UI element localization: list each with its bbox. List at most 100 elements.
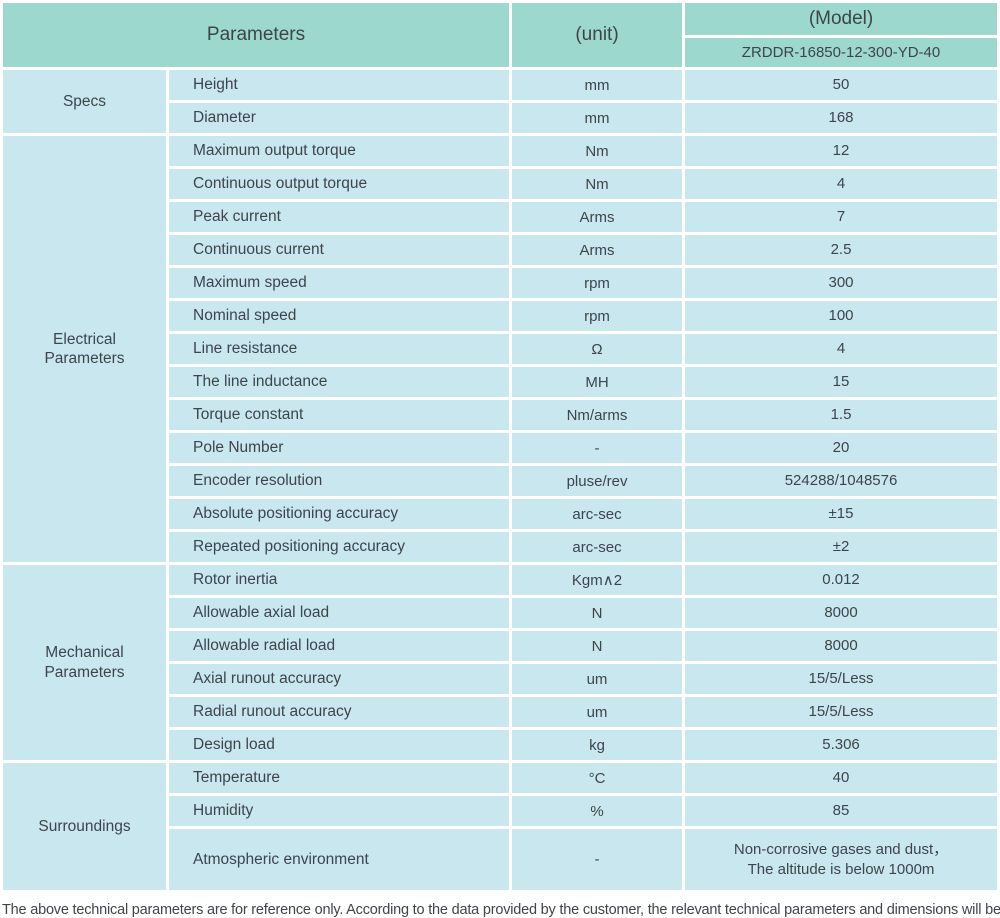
param-cell: Absolute positioning accuracy — [169, 499, 510, 529]
unit-cell: - — [512, 433, 683, 463]
unit-cell: arc-sec — [512, 499, 683, 529]
unit-cell: mm — [512, 70, 683, 100]
param-cell: Atmospheric environment — [169, 829, 510, 890]
value-cell: 15/5/Less — [685, 664, 998, 694]
model-header: (Model) — [685, 3, 998, 35]
value-cell: 1.5 — [685, 400, 998, 430]
value-cell: 0.012 — [685, 565, 998, 595]
unit-cell: mm — [512, 103, 683, 133]
param-cell: Radial runout accuracy — [169, 697, 510, 727]
table-row: Continuous current Arms 2.5 — [3, 235, 998, 265]
footer-note: The above technical parameters are for r… — [2, 902, 1000, 918]
table-row: Allowable axial load N 8000 — [3, 598, 998, 628]
unit-cell: °C — [512, 763, 683, 793]
unit-cell: pluse/rev — [512, 466, 683, 496]
section-cell-specs: Specs — [3, 70, 166, 133]
param-cell: Rotor inertia — [169, 565, 510, 595]
value-cell: 15 — [685, 367, 998, 397]
table-row: Line resistance Ω 4 — [3, 334, 998, 364]
unit-cell: Arms — [512, 235, 683, 265]
value-cell: 168 — [685, 103, 998, 133]
param-cell: Diameter — [169, 103, 510, 133]
param-cell: Pole Number — [169, 433, 510, 463]
unit-cell: - — [512, 829, 683, 890]
value-cell: 50 — [685, 70, 998, 100]
param-cell: Peak current — [169, 202, 510, 232]
value-cell: 100 — [685, 301, 998, 331]
value-cell: 8000 — [685, 598, 998, 628]
value-cell: ±15 — [685, 499, 998, 529]
model-number: ZRDDR-16850-12-300-YD-40 — [685, 38, 998, 67]
table-row: Electrical Parameters Maximum output torq… — [3, 136, 998, 562]
unit-cell: % — [512, 796, 683, 826]
param-cell: Repeated positioning accuracy — [169, 532, 510, 562]
section-cell-surroundings: Surroundings — [3, 763, 166, 890]
param-cell: Humidity — [169, 796, 510, 826]
table-body: Specs Height mm 50 Diameter mm 168 Electrical P… — [3, 70, 998, 890]
unit-cell: N — [512, 598, 683, 628]
parameters-header: Parameters — [3, 3, 510, 67]
param-cell: Continuous output torque — [169, 169, 510, 199]
spec-table: Parameters (unit) (Model) ZRDDR-16850-12… — [3, 3, 998, 890]
unit-cell: Nm — [512, 169, 683, 199]
table-row: Continuous output torque Nm 4 — [3, 169, 998, 199]
param-cell: Maximum output torque — [169, 136, 510, 166]
table-row: Peak current Arms 7 — [3, 202, 998, 232]
table-row: Encoder resolution pluse/rev 524288/104857… — [3, 466, 998, 496]
section-cell-electrical: Electrical Parameters — [3, 136, 166, 562]
table-row: Specs Height mm 50 — [3, 70, 998, 133]
value-cell: 8000 — [685, 631, 998, 661]
table-row: Torque constant Nm/arms 1.5 — [3, 400, 998, 430]
param-cell: Continuous current — [169, 235, 510, 265]
unit-cell: Ω — [512, 334, 683, 364]
value-cell: 85 — [685, 796, 998, 826]
value-cell: 300 — [685, 268, 998, 298]
param-cell: Nominal speed — [169, 301, 510, 331]
param-cell: Axial runout accuracy — [169, 664, 510, 694]
value-cell: 12 — [685, 136, 998, 166]
value-cell: 5.306 — [685, 730, 998, 760]
value-cell: 4 — [685, 334, 998, 364]
unit-cell: um — [512, 664, 683, 694]
unit-cell: MH — [512, 367, 683, 397]
table-row: Pole Number -20 — [3, 433, 998, 463]
header-row-1: Parameters (unit) (Model) — [3, 3, 998, 67]
param-cell: The line inductance — [169, 367, 510, 397]
param-cell: Line resistance — [169, 334, 510, 364]
unit-cell: Nm — [512, 136, 683, 166]
table-row: Allowable radial load N 8000 — [3, 631, 998, 661]
table-row: Design load kg 5.306 — [3, 730, 998, 760]
unit-cell: rpm — [512, 268, 683, 298]
unit-cell: Arms — [512, 202, 683, 232]
table-row: Radial runout accuracy um 15/5/Less — [3, 697, 998, 727]
param-cell: Maximum speed — [169, 268, 510, 298]
unit-cell: Nm/arms — [512, 400, 683, 430]
table-row: Humidity% 85 — [3, 796, 998, 826]
table-row: Diameter mm 168 — [3, 103, 998, 133]
table-row: Nominal speed rpm 100 — [3, 301, 998, 331]
value-cell: 40 — [685, 763, 998, 793]
unit-header: (unit) — [512, 3, 683, 67]
param-cell: Temperature — [169, 763, 510, 793]
table-row: Mechanical Parameters Rotor inertia Kgm∧2 0… — [3, 565, 998, 760]
table-row: Absolute positioning accuracy arc-sec ±15 — [3, 499, 998, 529]
value-cell: 524288/1048576 — [685, 466, 998, 496]
section-cell-mechanical: Mechanical Parameters — [3, 565, 166, 760]
table-row: Maximum speed rpm 300 — [3, 268, 998, 298]
unit-cell: rpm — [512, 301, 683, 331]
value-cell: 2.5 — [685, 235, 998, 265]
unit-cell: Kgm∧2 — [512, 565, 683, 595]
value-cell: 15/5/Less — [685, 697, 998, 727]
table-row: Axial runout accuracy um 15/5/Less — [3, 664, 998, 694]
table-row: The line inductance MH 15 — [3, 367, 998, 397]
table-row: Surroundings Temperature °C 40 — [3, 763, 998, 890]
table-header: Parameters (unit) (Model) ZRDDR-16850-12… — [3, 3, 998, 67]
unit-cell: N — [512, 631, 683, 661]
unit-cell: kg — [512, 730, 683, 760]
value-cell: ±2 — [685, 532, 998, 562]
param-cell: Allowable radial load — [169, 631, 510, 661]
param-cell: Design load — [169, 730, 510, 760]
value-cell: 7 — [685, 202, 998, 232]
param-cell: Allowable axial load — [169, 598, 510, 628]
value-cell: 4 — [685, 169, 998, 199]
